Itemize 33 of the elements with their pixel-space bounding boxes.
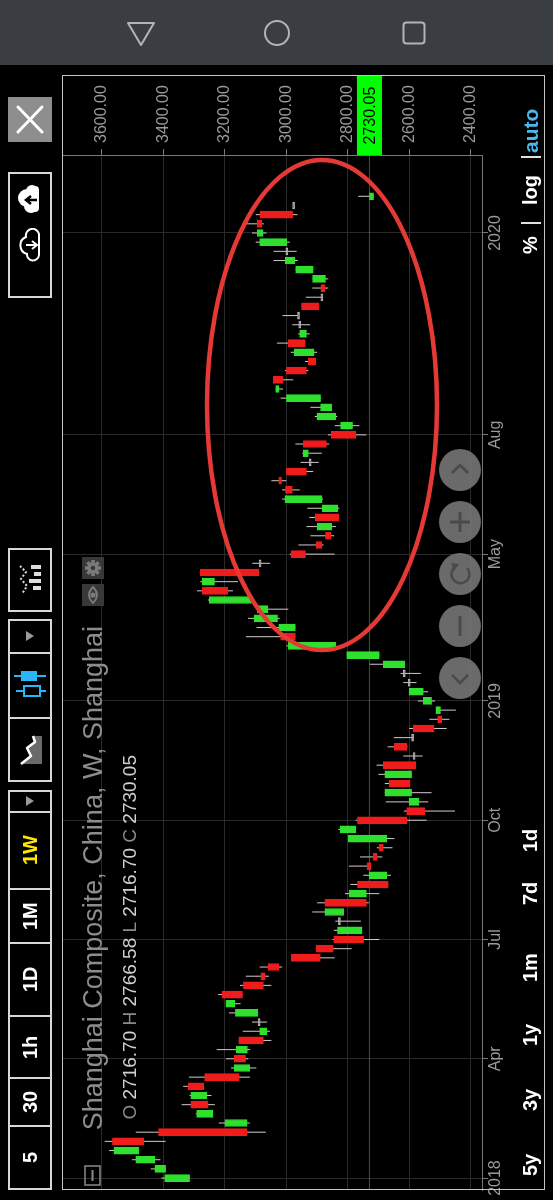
text: 7d [518, 880, 542, 907]
y-tick-label: May [486, 539, 504, 570]
text: 1M [10, 888, 50, 942]
y-tick-label: Aug [486, 420, 504, 450]
x-tick-label: 2800.00 [338, 85, 356, 143]
x-tick-label: 3000.00 [276, 85, 294, 143]
text: Shanghai Composite, China, W, Shanghai [77, 625, 108, 1130]
y-tick-label: 2018 [486, 1160, 504, 1196]
text: 1h [10, 1015, 50, 1077]
x-tick-label: 2600.00 [399, 85, 417, 143]
x-tick-label: 3200.00 [215, 85, 233, 143]
text: 5y [518, 1152, 542, 1179]
text: 3y [518, 1087, 542, 1114]
y-tick-label: 2020 [486, 215, 504, 251]
text: 1d [518, 827, 542, 854]
x-tick-label: 3400.00 [153, 85, 171, 143]
text: 1y [518, 1022, 542, 1049]
x-tick-label: 3600.00 [92, 85, 110, 143]
x-tick-label: 2400.00 [461, 85, 479, 143]
text: 30 [10, 1077, 50, 1125]
y-tick-label: Apr [486, 1045, 504, 1072]
y-tick-label: Jul [486, 929, 504, 950]
text: % [518, 235, 542, 256]
text: O 2716.70 H 2766.58 L 2716.70 C 2730.05 [119, 755, 140, 1120]
text: log [518, 174, 542, 207]
text: auto [517, 108, 543, 154]
text: 5 [10, 1125, 50, 1188]
text: 1W [10, 811, 50, 888]
text: 1D [10, 942, 50, 1015]
y-tick-label: 2019 [486, 683, 504, 719]
ref-line-label: 2730.05 [360, 86, 378, 145]
y-tick-label: Oct [486, 807, 504, 833]
text: 1m [518, 952, 542, 985]
